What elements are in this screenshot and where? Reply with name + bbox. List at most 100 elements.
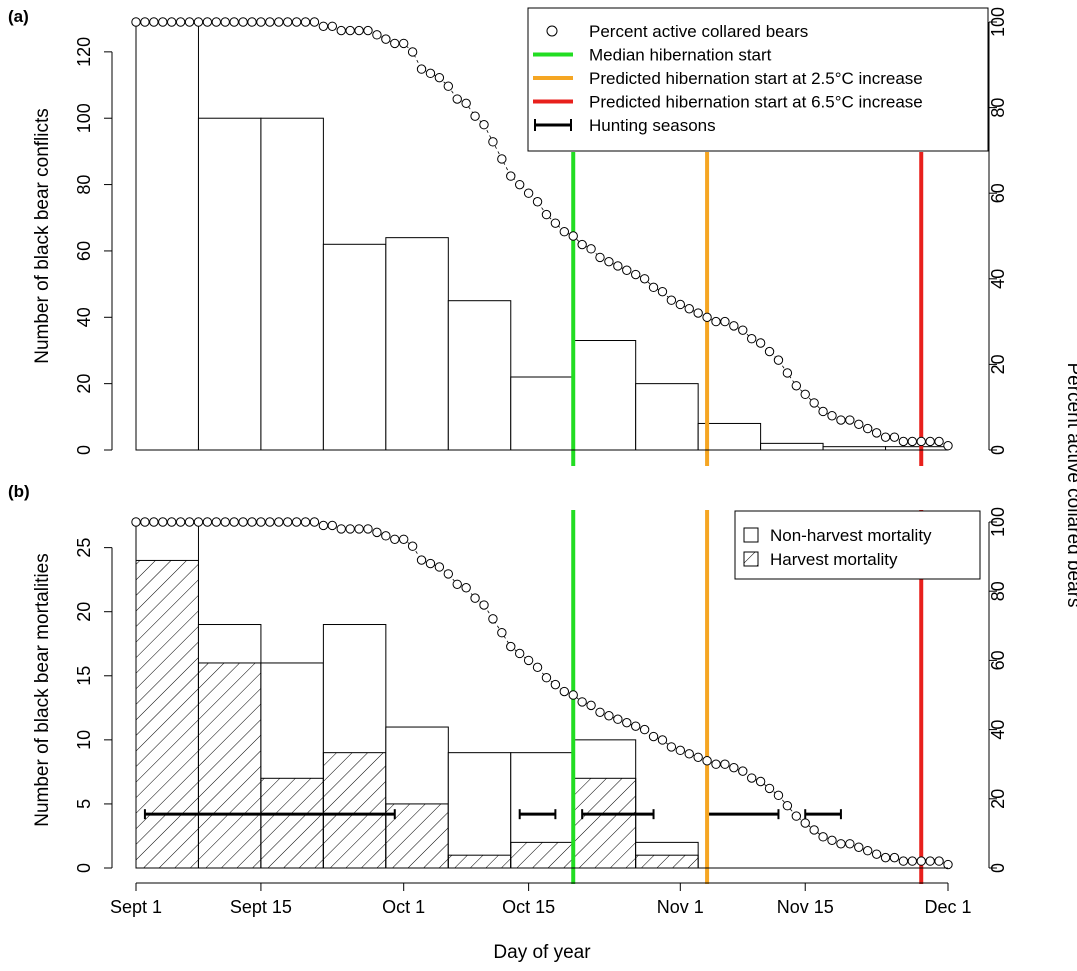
percent-active-point — [595, 252, 605, 263]
percent-active-point — [559, 227, 570, 237]
panel-b-label: (b) — [8, 482, 30, 501]
right-tick-label: 100 — [988, 7, 1008, 37]
percent-active-point — [782, 801, 793, 811]
percent-active-point — [666, 295, 677, 305]
percent-active-point — [827, 835, 837, 846]
percent-active-point — [943, 441, 953, 451]
percent-active-point — [220, 17, 230, 27]
panel-a-percent-points — [131, 17, 953, 451]
percent-active-point — [684, 749, 694, 759]
x-tick-label: Oct 1 — [382, 897, 425, 917]
percent-active-point — [818, 832, 828, 842]
percent-active-point — [666, 742, 677, 752]
percent-active-point — [862, 846, 873, 856]
percent-active-point — [274, 517, 284, 527]
right-tick-label: 40 — [988, 720, 1008, 740]
percent-active-point — [550, 218, 561, 228]
percent-active-point — [595, 707, 605, 717]
percent-active-point — [934, 436, 944, 447]
shared-y2label: Percent active collared bears — [1063, 362, 1077, 607]
percent-active-point — [720, 759, 730, 769]
percent-active-point — [398, 534, 409, 544]
percent-active-point — [764, 783, 775, 794]
percent-active-point — [773, 790, 784, 801]
left-tick-label: 0 — [74, 445, 94, 455]
panel-b-left-axis: 0 5 10 15 20 25 — [74, 538, 113, 873]
percent-active-point — [309, 17, 320, 27]
percent-active-point — [211, 17, 222, 27]
percent-active-point — [416, 555, 427, 565]
percent-active-point — [916, 436, 926, 447]
percent-active-point — [184, 17, 195, 27]
panel-b-x-axis: Sept 1 Sept 15 Oct 1 Oct 15 Nov 1 Nov 15 Dec 1 — [110, 882, 972, 917]
right-tick-label: 0 — [988, 863, 1008, 873]
percent-active-point — [256, 517, 266, 527]
percent-active-point — [907, 436, 918, 447]
x-tick-label: Sept 1 — [110, 897, 162, 917]
legend-box-icon — [743, 527, 759, 543]
percent-active-point — [711, 759, 721, 769]
panel-a-bars — [135, 21, 949, 451]
percent-active-point — [604, 711, 614, 721]
percent-active-point — [274, 17, 284, 27]
percent-active-point — [755, 776, 766, 787]
percent-active-point — [764, 346, 775, 357]
percent-active-point — [309, 517, 320, 527]
panel-a-left-axis: 0 20 40 60 80 100 120 — [74, 37, 113, 455]
percent-active-point — [622, 265, 632, 275]
right-tick-label: 60 — [988, 183, 1008, 203]
percent-active-point — [657, 286, 668, 297]
percent-active-point — [577, 697, 587, 707]
percent-active-point — [479, 120, 489, 130]
right-tick-label: 100 — [988, 507, 1008, 537]
percent-active-point — [407, 541, 418, 551]
harvest-bar — [385, 803, 449, 869]
percent-active-point — [166, 517, 177, 527]
percent-active-point — [140, 517, 150, 527]
percent-active-point — [131, 17, 141, 27]
percent-active-point — [800, 389, 810, 400]
legend-b-box — [734, 510, 981, 580]
percent-active-point — [854, 842, 864, 852]
percent-active-point — [622, 717, 632, 728]
conflict-bar — [260, 117, 324, 451]
percent-active-point — [470, 593, 480, 603]
percent-active-point — [184, 517, 195, 527]
percent-active-point — [497, 154, 507, 164]
percent-active-point — [827, 411, 837, 421]
non-harvest-bar — [447, 752, 512, 869]
left-tick-label: 5 — [74, 799, 94, 809]
percent-active-point — [871, 428, 882, 438]
percent-active-point — [425, 558, 436, 569]
percent-active-point — [175, 517, 186, 527]
percent-active-point — [880, 852, 891, 863]
percent-active-point — [506, 641, 516, 652]
conflict-bar — [385, 237, 449, 451]
percent-active-point — [166, 17, 177, 27]
percent-active-point — [318, 21, 329, 31]
percent-active-point — [559, 686, 570, 697]
percent-active-point — [131, 517, 141, 527]
percent-active-point — [506, 171, 516, 181]
percent-active-point — [586, 700, 596, 711]
conflict-bar — [760, 442, 824, 451]
percent-active-point — [318, 520, 329, 531]
percent-active-point — [461, 583, 471, 593]
right-tick-label: 20 — [988, 789, 1008, 809]
percent-active-point — [568, 690, 578, 700]
left-tick-label: 10 — [74, 730, 94, 750]
panel-a: (a) 0 20 40 60 80 100 120 0 20 40 60 80 100 Number … — [8, 7, 1008, 466]
right-tick-label: 40 — [988, 269, 1008, 289]
percent-active-point — [363, 524, 373, 534]
percent-active-point — [238, 517, 248, 527]
legend-circle-icon — [546, 25, 558, 37]
percent-active-point — [381, 531, 391, 541]
percent-active-point — [256, 17, 266, 27]
percent-active-point — [916, 856, 926, 866]
percent-active-point — [925, 856, 935, 866]
percent-active-point — [729, 321, 739, 331]
percent-active-point — [746, 334, 757, 344]
percent-active-point — [390, 534, 400, 544]
percent-active-point — [247, 517, 257, 527]
